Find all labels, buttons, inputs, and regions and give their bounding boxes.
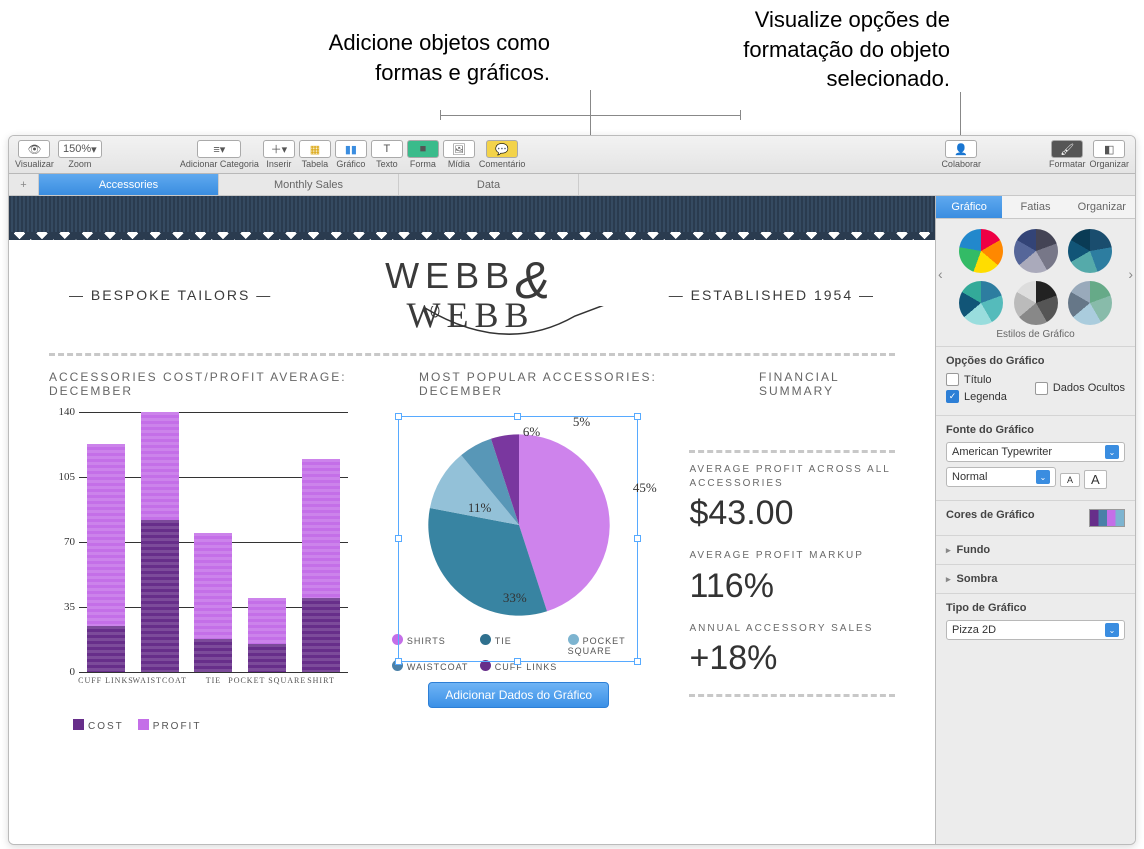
font-style-select[interactable]: Normal⌄ <box>946 467 1056 487</box>
text-button[interactable]: TTexto <box>371 138 403 172</box>
inspector-tab-slices[interactable]: Fatias <box>1002 196 1068 218</box>
section-title-fin: FINANCIAL SUMMARY <box>759 370 895 398</box>
shape-button[interactable]: ■Forma <box>407 138 439 172</box>
chart-style-option[interactable] <box>1068 229 1112 273</box>
section-title-bar: ACCESSORIES COST/PROFIT AVERAGE: DECEMBE… <box>49 370 359 398</box>
color-swatch-button[interactable] <box>1089 509 1125 527</box>
resize-handle[interactable] <box>634 658 641 665</box>
chart-style-option[interactable] <box>959 281 1003 325</box>
resize-handle[interactable] <box>514 413 521 420</box>
chart-styles <box>945 219 1127 329</box>
bar-chart[interactable]: 03570105140CUFF LINKSWAISTCOATTIEPOCKET … <box>49 402 348 732</box>
resize-handle[interactable] <box>395 413 402 420</box>
fin-value: $43.00 <box>689 494 895 533</box>
banner-strip <box>9 196 935 232</box>
inspector-tab-chart[interactable]: Gráfico <box>936 196 1002 218</box>
resize-handle[interactable] <box>514 658 521 665</box>
sheet-tab-data[interactable]: Data <box>399 174 579 195</box>
inspector-tab-arrange[interactable]: Organizar <box>1069 196 1135 218</box>
edit-chart-data-button[interactable]: Adicionar Dados do Gráfico <box>428 682 609 708</box>
view-button[interactable]: 👁Visualizar <box>15 138 54 172</box>
arrange-button[interactable]: ◧Organizar <box>1089 138 1129 172</box>
fin-label: AVERAGE PROFIT ACROSS ALL ACCESSORIES <box>689 463 895 490</box>
canvas-area[interactable]: — BESPOKE TAILORS — WEBB& WEBB — ESTABLI… <box>9 196 935 844</box>
table-button[interactable]: ▦Tabela <box>299 138 331 172</box>
chart-type-section: Tipo de Gráfico Pizza 2D⌄ <box>936 593 1135 653</box>
chart-font-section: Fonte do Gráfico American Typewriter⌄ No… <box>936 415 1135 500</box>
chart-type-select[interactable]: Pizza 2D⌄ <box>946 620 1125 640</box>
font-smaller-button[interactable]: A <box>1060 473 1080 487</box>
format-inspector: Gráfico Fatias Organizar ‹ › Estilos de … <box>935 196 1135 844</box>
styles-prev[interactable]: ‹ <box>936 266 945 282</box>
add-sheet-button[interactable]: + <box>9 174 39 195</box>
media-button[interactable]: 🖼Mídia <box>443 138 475 172</box>
sheet-tabs: + Accessories Monthly Sales Data <box>9 174 1135 196</box>
header-left: — BESPOKE TAILORS — <box>69 287 272 303</box>
share-button[interactable]: 👤Colaborar <box>941 138 981 172</box>
callout-format: Visualize opções de formatação do objeto… <box>620 5 950 94</box>
shadow-disclosure[interactable]: ▸Sombra <box>936 564 1135 593</box>
chart-style-option[interactable] <box>1068 281 1112 325</box>
sheet-tab-monthly[interactable]: Monthly Sales <box>219 174 399 195</box>
fin-label: AVERAGE PROFIT MARKUP <box>689 549 895 563</box>
background-disclosure[interactable]: ▸Fundo <box>936 535 1135 564</box>
header-right: — ESTABLISHED 1954 — <box>669 287 875 303</box>
fin-value: +18% <box>689 639 895 678</box>
checkbox-legend[interactable]: ✓ <box>946 390 959 403</box>
chart-style-option[interactable] <box>1014 229 1058 273</box>
checkbox-title[interactable] <box>946 373 959 386</box>
add-category-button[interactable]: ≡▾Adicionar Categoria <box>180 138 259 172</box>
app-window: 👁Visualizar 150%▾Zoom ≡▾Adicionar Catego… <box>8 135 1136 845</box>
chart-options: Opções do Gráfico Título ✓Legenda Dados … <box>936 346 1135 415</box>
styles-label: Estilos de Gráfico <box>936 329 1135 346</box>
toolbar: 👁Visualizar 150%▾Zoom ≡▾Adicionar Catego… <box>9 136 1135 174</box>
checkbox-hidden[interactable] <box>1035 382 1048 395</box>
fin-value: 116% <box>689 567 895 606</box>
font-larger-button[interactable]: A <box>1084 470 1107 489</box>
insert-button[interactable]: ＋▾Inserir <box>263 138 295 172</box>
section-title-pie: MOST POPULAR ACCESSORIES: DECEMBER <box>419 370 699 398</box>
resize-handle[interactable] <box>395 535 402 542</box>
chart-style-option[interactable] <box>959 229 1003 273</box>
logo: WEBB& WEBB <box>385 258 556 331</box>
pie-chart[interactable]: 45%33%11%6%5% SHIRTSTIEPOCKET SQUAREWAIS… <box>388 402 650 732</box>
chart-style-option[interactable] <box>1014 281 1058 325</box>
divider <box>49 353 895 356</box>
fin-label: ANNUAL ACCESSORY SALES <box>689 622 895 636</box>
financial-summary: AVERAGE PROFIT ACROSS ALL ACCESSORIES $4… <box>689 402 895 732</box>
comment-button[interactable]: 💬Comentário <box>479 138 526 172</box>
resize-handle[interactable] <box>634 413 641 420</box>
format-button[interactable]: 🖌Formatar <box>1049 138 1086 172</box>
inspector-tabs: Gráfico Fatias Organizar <box>936 196 1135 219</box>
document-header: — BESPOKE TAILORS — WEBB& WEBB — ESTABLI… <box>9 232 935 341</box>
bar-legend: COST PROFIT <box>73 719 201 732</box>
selection-bounds <box>398 416 638 662</box>
resize-handle[interactable] <box>634 535 641 542</box>
sheet-tab-accessories[interactable]: Accessories <box>39 174 219 195</box>
callout-insert: Adicione objetos como formas e gráficos. <box>230 28 550 87</box>
chart-button[interactable]: ▮▮Gráfico <box>335 138 367 172</box>
styles-next[interactable]: › <box>1126 266 1135 282</box>
chart-colors-section: Cores de Gráfico <box>936 500 1135 535</box>
zoom-select[interactable]: 150%▾Zoom <box>58 138 102 172</box>
font-family-select[interactable]: American Typewriter⌄ <box>946 442 1125 462</box>
needle-icon <box>425 306 625 338</box>
resize-handle[interactable] <box>395 658 402 665</box>
